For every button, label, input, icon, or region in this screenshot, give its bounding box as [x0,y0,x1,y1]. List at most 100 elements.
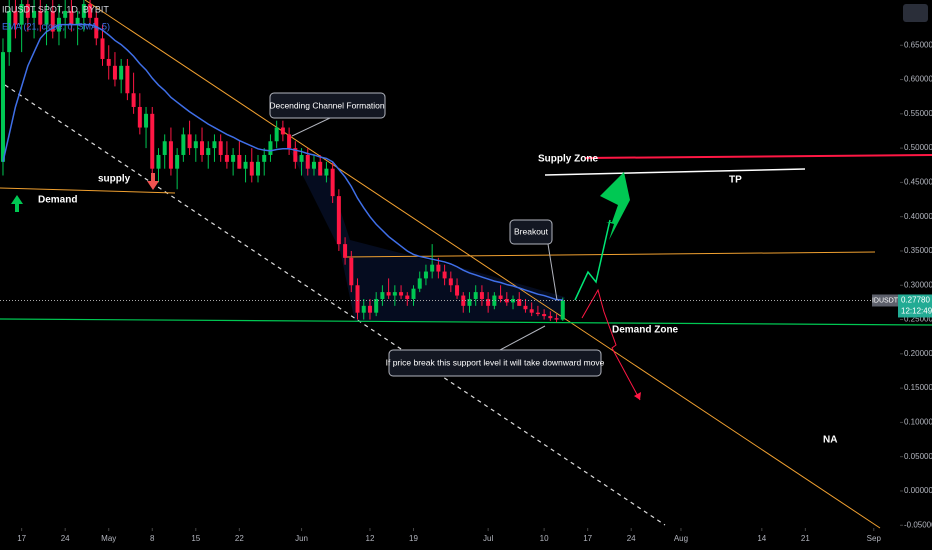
x-tick-label: 21 [801,534,810,543]
callout-pointer [291,117,331,137]
channel-label: Decending Channel Formation [269,100,385,110]
candle-body [249,161,254,176]
ema-line [2,23,563,301]
price-label: 0.27780 [901,296,930,305]
candle-body [448,278,453,286]
candle-body [81,4,86,18]
candle-body [280,127,285,135]
x-tick-label: Sep [867,534,882,543]
candle-body [455,285,460,296]
candle-body [100,38,105,59]
candle-body [162,141,167,155]
candle-body [355,285,360,313]
indicator-label: EMA (21, close, 0, SMA, 5) [2,21,110,31]
candle-body [417,278,422,289]
supply-zone-line [584,154,932,159]
candle-body [423,271,428,279]
candle-body [436,264,441,272]
candle-body [374,298,379,313]
candle-body [88,4,93,18]
candle-body [486,298,491,306]
candle-body [7,10,12,53]
y-tick-label: 0.35000 [904,246,932,255]
candle-body [256,161,261,176]
x-tick-label: 15 [191,534,200,543]
candle-body [386,292,391,296]
y-tick-label: 0.55000 [904,109,932,118]
candle-body [200,141,205,155]
bear-arrow [634,392,641,400]
x-tick-label: 24 [61,534,70,543]
countdown-label: 12:12:49 [901,307,932,316]
candle-body [560,300,565,320]
candle-body [69,10,74,25]
x-tick-label: 17 [583,534,592,543]
y-tick-label: -0.05000 [904,520,932,529]
x-tick-label: 24 [627,534,636,543]
x-tick-label: 22 [235,534,244,543]
supply-zone-label: Supply Zone [538,154,598,165]
candle-body [237,154,242,169]
candle-body [461,295,466,306]
candle-body [243,161,248,169]
candle-body [399,292,404,296]
candle-body [361,305,366,313]
candle-body [535,312,540,315]
candle-body [336,196,341,245]
candle-body [504,298,509,303]
y-tick-label: 0.25000 [904,315,932,324]
bear-path [581,288,641,401]
candle-body [554,318,559,320]
na-label: NA [823,435,837,446]
candle-body [467,298,472,306]
candle-body [430,264,435,272]
candle-body [50,10,55,32]
candle-body [75,17,80,25]
candle-body [473,292,478,299]
candle-body [181,134,186,155]
candle-body [405,295,410,299]
symbol-tag [872,294,898,307]
chart-title: IDUSDT SPOT, 1D, BYBIT [2,4,109,14]
candle-body [548,316,553,319]
bull-path [574,219,611,301]
settings-button[interactable] [903,4,928,22]
y-tick-label: 0.20000 [904,349,932,358]
x-tick-label: 12 [366,534,375,543]
plot [0,0,565,323]
candle-body [218,141,223,155]
candle-body [25,4,30,18]
candle-body [156,154,161,169]
descending-trendline [84,0,881,529]
y-tick-label: 0.60000 [904,75,932,84]
candle-body [0,52,5,162]
candle-body [349,257,354,286]
candle-body [193,141,198,149]
candle-body [19,4,24,25]
x-tick-label: May [101,534,116,543]
candle-body [63,10,68,18]
candle-body [32,10,37,18]
y-tick-label: 0.65000 [904,40,932,49]
candle-body [206,148,211,155]
tp-label: TP [729,175,742,186]
candle-body [287,134,292,149]
callout-pointer [547,243,558,301]
warning-label: If price break this support level it wil… [386,357,605,367]
supply-label: supply [98,174,131,185]
candle-body [274,127,279,142]
candle-body [137,106,142,128]
x-tick-label: 8 [150,534,155,543]
x-tick-label: 10 [540,534,549,543]
y-tick-label: 0.05000 [904,452,932,461]
candle-body [523,305,528,310]
candle-body [212,141,217,149]
candle-body [299,154,304,162]
symbol-label: IDUSDT [872,297,899,304]
candle-body [268,141,273,155]
candle-body [542,314,547,317]
breakout-label: Breakout [514,226,549,236]
candle-body [442,271,447,279]
